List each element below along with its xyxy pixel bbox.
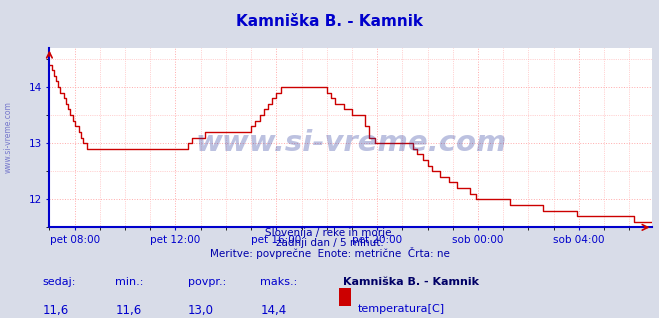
Text: Meritve: povprečne  Enote: metrične  Črta: ne: Meritve: povprečne Enote: metrične Črta:…: [210, 247, 449, 259]
Text: maks.:: maks.:: [260, 277, 298, 287]
Text: www.si-vreme.com: www.si-vreme.com: [3, 101, 13, 173]
Text: 14,4: 14,4: [260, 304, 287, 317]
Text: zadnji dan / 5 minut.: zadnji dan / 5 minut.: [275, 238, 384, 248]
Text: sedaj:: sedaj:: [43, 277, 76, 287]
Text: 13,0: 13,0: [188, 304, 214, 317]
Text: temperatura[C]: temperatura[C]: [358, 304, 445, 314]
Text: povpr.:: povpr.:: [188, 277, 226, 287]
Text: Slovenija / reke in morje.: Slovenija / reke in morje.: [264, 228, 395, 238]
Text: 11,6: 11,6: [115, 304, 142, 317]
Text: Kamniška B. - Kamnik: Kamniška B. - Kamnik: [236, 14, 423, 29]
Text: min.:: min.:: [115, 277, 144, 287]
Text: www.si-vreme.com: www.si-vreme.com: [195, 129, 507, 157]
Text: Kamniška B. - Kamnik: Kamniška B. - Kamnik: [343, 277, 478, 287]
Text: 11,6: 11,6: [43, 304, 69, 317]
